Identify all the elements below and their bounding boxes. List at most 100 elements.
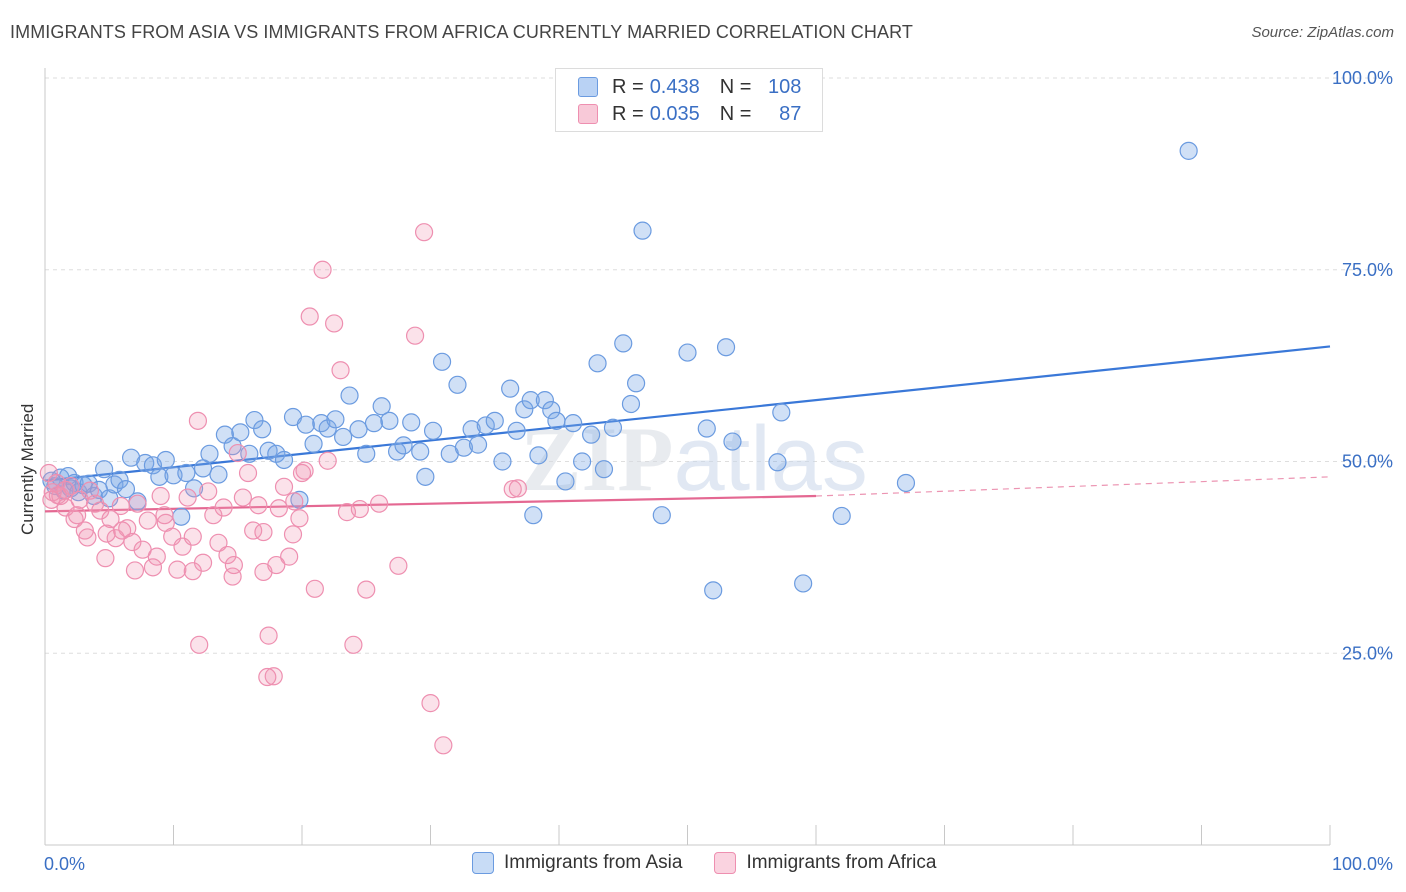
- africa-point: [128, 494, 147, 513]
- asia-point: [209, 465, 228, 484]
- asia-point: [626, 374, 646, 393]
- legend-label-asia: Immigrants from Asia: [504, 852, 683, 873]
- africa-point: [290, 509, 309, 528]
- asia-point: [334, 427, 353, 447]
- asia-point: [485, 411, 504, 430]
- africa-point: [68, 506, 87, 525]
- africa-point: [258, 667, 277, 687]
- n-value-asia: 108: [768, 75, 802, 98]
- africa-point: [125, 561, 145, 580]
- asia-point: [515, 400, 534, 419]
- asia-point: [772, 403, 791, 422]
- africa-point: [97, 524, 116, 543]
- asia-point: [448, 375, 467, 394]
- asia-point: [723, 432, 742, 451]
- legend-row-africa: R = 0.035 N = 87: [578, 102, 801, 126]
- n-label: N =: [719, 75, 752, 98]
- y-tick-label: 25.0%: [1342, 643, 1393, 663]
- asia-point: [542, 401, 561, 420]
- africa-point: [183, 527, 202, 546]
- asia-point: [896, 473, 916, 493]
- africa-point: [325, 314, 344, 333]
- africa-point: [188, 411, 208, 430]
- stats-legend: R = 0.438 N = 108 R = 0.035 N = 87: [555, 68, 823, 132]
- africa-point: [318, 451, 337, 470]
- africa-point: [503, 480, 522, 499]
- africa-point: [295, 461, 314, 480]
- asia-point: [411, 442, 430, 461]
- africa-point: [267, 555, 286, 575]
- trend-lines: [44, 345, 1331, 513]
- asia-point: [507, 421, 526, 440]
- asia-point: [402, 413, 421, 432]
- africa-point: [168, 560, 187, 579]
- n-label: N =: [719, 102, 752, 125]
- asia-point: [476, 416, 495, 435]
- asia-point: [184, 479, 204, 498]
- africa-point: [389, 556, 408, 575]
- asia-point: [95, 460, 114, 479]
- africa-point: [123, 532, 142, 552]
- asia-point: [603, 418, 623, 437]
- asia-point: [253, 420, 272, 439]
- n-value-africa: 87: [779, 102, 802, 125]
- africa-point: [421, 694, 440, 713]
- africa-trend-line: [44, 494, 817, 513]
- africa-point: [405, 326, 425, 345]
- africa-point: [199, 482, 218, 501]
- africa-swatch: [578, 104, 598, 124]
- asia-point: [768, 453, 787, 472]
- africa-point: [155, 506, 174, 525]
- asia-point: [556, 472, 575, 491]
- africa-point: [292, 463, 312, 483]
- africa-point: [39, 463, 58, 483]
- africa-point: [214, 498, 233, 517]
- africa-point: [224, 555, 243, 575]
- africa-point: [331, 361, 350, 380]
- y-axis-label: Currently Married: [18, 403, 37, 535]
- africa-point: [269, 499, 288, 518]
- africa-point: [283, 525, 303, 544]
- africa-point: [112, 521, 132, 540]
- africa-point: [223, 567, 242, 586]
- y-tick-label: 50.0%: [1342, 452, 1393, 472]
- asia-point: [621, 394, 641, 414]
- africa-point: [249, 496, 268, 515]
- asia-point: [697, 419, 716, 438]
- africa-point: [274, 477, 294, 496]
- asia-point: [340, 386, 359, 405]
- africa-point: [350, 499, 369, 519]
- africa-point: [414, 223, 434, 242]
- series-legend: Immigrants from Asia Immigrants from Afr…: [472, 852, 968, 874]
- asia-point: [231, 423, 250, 442]
- watermark: ZIPatlas: [520, 408, 868, 510]
- axes: [44, 68, 1331, 846]
- r-label: R =: [612, 75, 644, 98]
- asia-trend-line: [44, 345, 1331, 482]
- asia-point: [582, 425, 601, 444]
- africa-point: [259, 626, 278, 645]
- africa-point: [508, 479, 527, 498]
- africa-trend-extension: [815, 476, 1331, 497]
- africa-point: [190, 635, 209, 654]
- africa-point: [42, 490, 61, 509]
- asia-point: [304, 434, 323, 453]
- asia-point: [116, 480, 136, 499]
- asia-point: [704, 581, 723, 600]
- asia-point: [652, 506, 671, 525]
- africa-point: [183, 562, 202, 581]
- africa-point: [147, 547, 166, 566]
- r-value-asia: 0.438: [649, 75, 700, 98]
- africa-point: [48, 486, 67, 505]
- asia-point: [121, 448, 141, 467]
- asia-point: [573, 452, 592, 471]
- africa-point: [70, 490, 89, 509]
- r-value-africa: 0.035: [649, 102, 700, 125]
- legend-item-asia[interactable]: Immigrants from Asia: [472, 852, 682, 874]
- asia-point: [535, 391, 554, 410]
- legend-item-africa[interactable]: Immigrants from Africa: [714, 852, 936, 874]
- asia-point: [454, 438, 474, 457]
- asia-point: [245, 410, 264, 430]
- africa-point: [285, 492, 304, 511]
- africa-point: [344, 635, 363, 654]
